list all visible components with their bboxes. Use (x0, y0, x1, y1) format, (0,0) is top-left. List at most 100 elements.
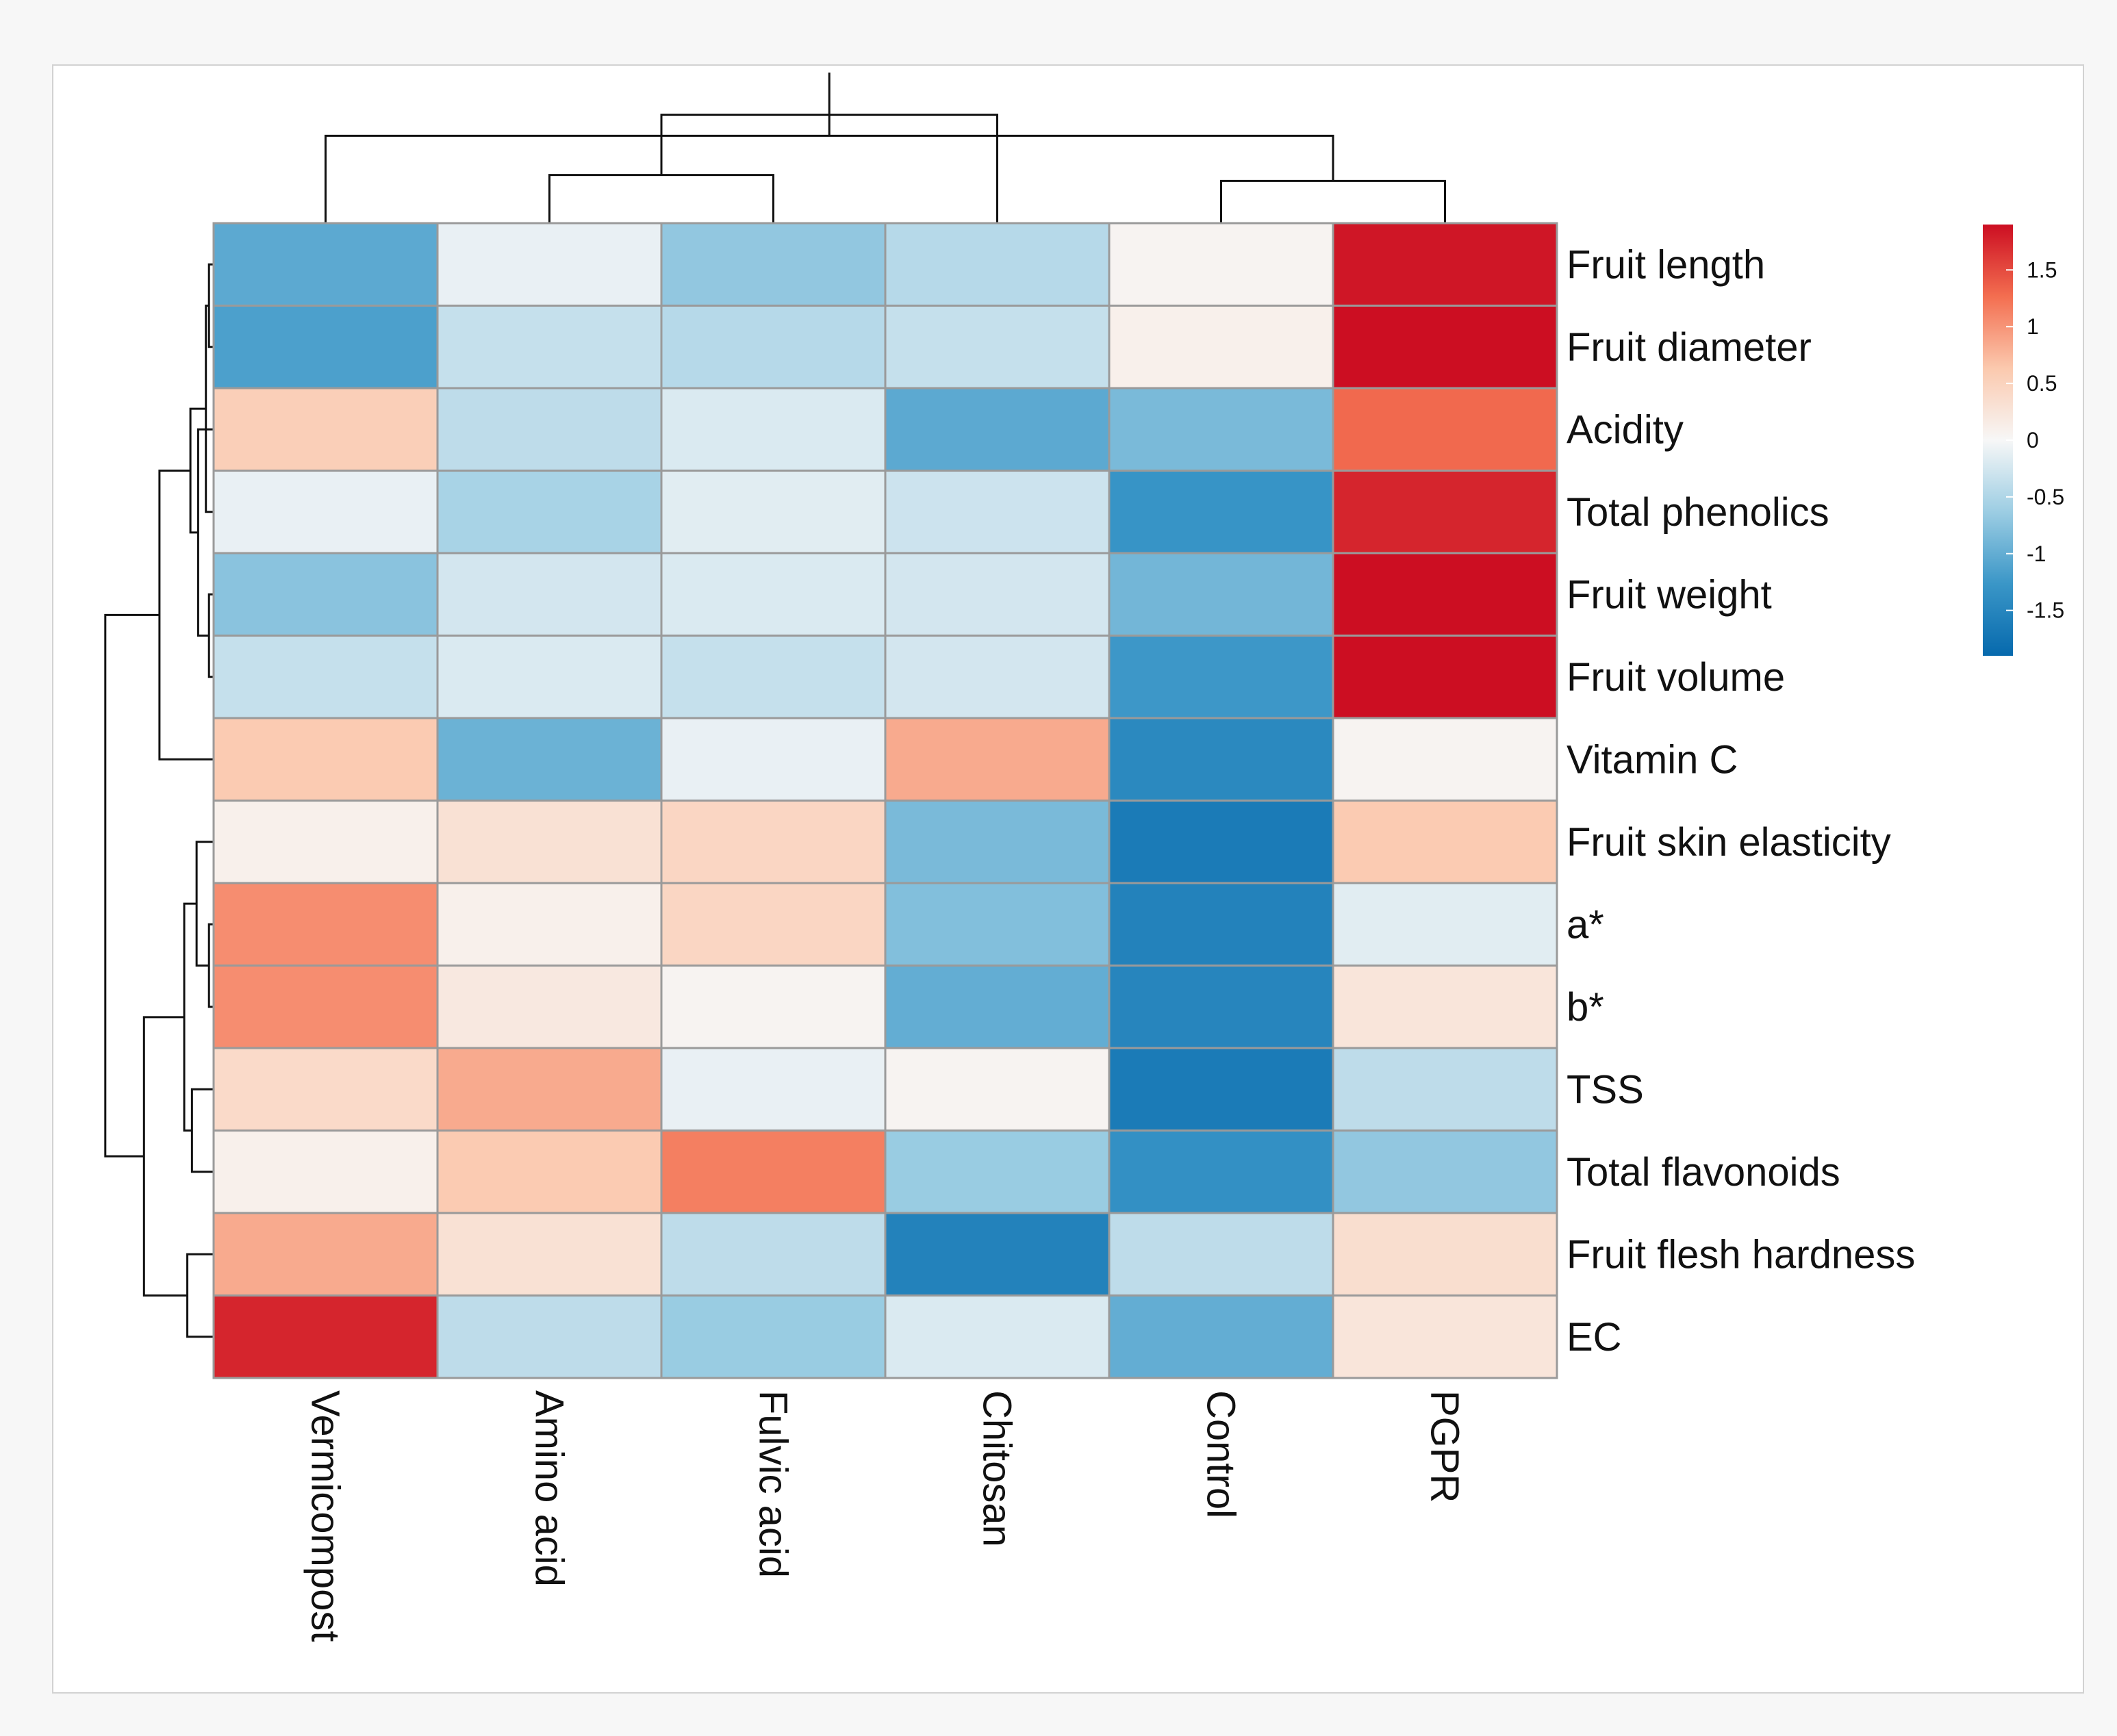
dendrogram-branch (205, 305, 214, 513)
row-label: EC (1567, 1315, 1622, 1360)
row-label: TSS (1567, 1067, 1644, 1112)
heatmap-cell (884, 882, 1111, 967)
heatmap-cell (1332, 1129, 1558, 1214)
row-label: Fruit flesh hardness (1567, 1232, 1915, 1277)
legend-tick-label: 0.5 (2027, 371, 2057, 396)
heatmap-cell (212, 222, 439, 307)
heatmap-cell (660, 552, 887, 637)
dendrogram-branch (158, 470, 214, 761)
heatmap-cell (884, 305, 1111, 390)
heatmap-cell (660, 222, 887, 307)
column-label: Control (1199, 1390, 1243, 1518)
dendrogram-branch (183, 902, 197, 1132)
heatmap-cell (660, 800, 887, 884)
heatmap-cell (1332, 1047, 1558, 1132)
heatmap-cell (884, 552, 1111, 637)
heatmap-cell (1108, 222, 1334, 307)
dendrogram-branch (325, 134, 1334, 223)
heatmap-cell (436, 717, 663, 802)
heatmap-cell (660, 305, 887, 390)
row-label: Fruit diameter (1567, 325, 1812, 370)
heatmap-cell (212, 965, 439, 1049)
heatmap-cell (436, 1129, 663, 1214)
heatmap-cell (212, 1294, 439, 1379)
column-label: Fulvic acid (751, 1390, 796, 1578)
heatmap-cell (212, 1129, 439, 1214)
heatmap-cell (436, 635, 663, 719)
heatmap-cell (884, 717, 1111, 802)
heatmap-cell (1332, 800, 1558, 884)
row-labels: Fruit length Fruit diameter Acidity Total p… (1567, 242, 1915, 1360)
row-label: a* (1567, 902, 1604, 947)
row-label: Fruit volume (1567, 655, 1785, 700)
legend-tick-label: -0.5 (2027, 485, 2064, 509)
heatmap-cell (436, 1212, 663, 1297)
heatmap-cell (660, 1294, 887, 1379)
heatmap-cell (1108, 387, 1334, 472)
heatmap-cell (436, 222, 663, 307)
heatmap-cell (1108, 1212, 1334, 1297)
heatmap-cell (884, 635, 1111, 719)
heatmap-cell (884, 387, 1111, 472)
heatmap-cell (212, 470, 439, 554)
legend-tick-label: 1.5 (2027, 257, 2057, 282)
heatmap-cell (660, 635, 887, 719)
heatmap-cell (212, 552, 439, 637)
heatmap-cell (1108, 552, 1334, 637)
heatmap-cell (212, 1212, 439, 1297)
heatmap-cell (884, 1294, 1111, 1379)
heatmap-cell (1332, 1212, 1558, 1297)
column-dendrogram (325, 73, 1446, 223)
heatmap-cells (212, 222, 1558, 1379)
heatmap-cell (1332, 470, 1558, 554)
heatmap-cell (1108, 1294, 1334, 1379)
heatmap-cell (1108, 965, 1334, 1049)
heatmap-cell (1332, 1294, 1558, 1379)
row-label: Acidity (1567, 407, 1684, 452)
heatmap-cell (1332, 387, 1558, 472)
heatmap-cell (1332, 222, 1558, 307)
heatmap-cell (660, 965, 887, 1049)
row-label: Total flavonoids (1567, 1150, 1840, 1195)
heatmap-cell (436, 305, 663, 390)
column-labels: Vermicompost Amino acid Fulvic acid Chitosa… (303, 1390, 1467, 1642)
dendrogram-branch (142, 1016, 188, 1297)
heatmap-cell (884, 1129, 1111, 1214)
dendrogram-branch (186, 1253, 214, 1338)
column-label: PGPR (1423, 1390, 1467, 1503)
heatmap-cell (884, 965, 1111, 1049)
heatmap-cell (660, 387, 887, 472)
heatmap-cell (660, 882, 887, 967)
row-label: Fruit skin elasticity (1567, 820, 1891, 865)
column-label: Chitosan (975, 1390, 1019, 1547)
heatmap-cell (212, 1047, 439, 1132)
heatmap-cell (212, 305, 439, 390)
heatmap-cell (1332, 717, 1558, 802)
heatmap-cell (1332, 882, 1558, 967)
heatmap-cell (212, 717, 439, 802)
heatmap-cell (212, 387, 439, 472)
heatmap-cell (1332, 305, 1558, 390)
heatmap-cell (212, 635, 439, 719)
heatmap-cell (436, 1047, 663, 1132)
heatmap-cell (884, 222, 1111, 307)
color-legend: -1.5 -1 -0.5 0 0.5 1 1.5 (1983, 225, 2064, 656)
heatmap-cell (1332, 965, 1558, 1049)
heatmap-cell (884, 470, 1111, 554)
heatmap-cell (884, 1212, 1111, 1297)
heatmap-cell (212, 882, 439, 967)
legend-tick-label: -1.5 (2027, 598, 2064, 623)
heatmap-cell (660, 717, 887, 802)
heatmap-cell (1108, 470, 1334, 554)
heatmap-cell (660, 1047, 887, 1132)
legend-tick-label: -1 (2027, 541, 2046, 566)
heatmap-cell (1108, 882, 1334, 967)
heatmap-cell (436, 470, 663, 554)
heatmap-cell (1108, 800, 1334, 884)
heatmap-cell (436, 1294, 663, 1379)
heatmap-cell (660, 1212, 887, 1297)
heatmap-cell (884, 1047, 1111, 1132)
row-label: b* (1567, 985, 1604, 1030)
dendrogram-branch (190, 1088, 214, 1173)
row-dendrogram (104, 263, 214, 1338)
